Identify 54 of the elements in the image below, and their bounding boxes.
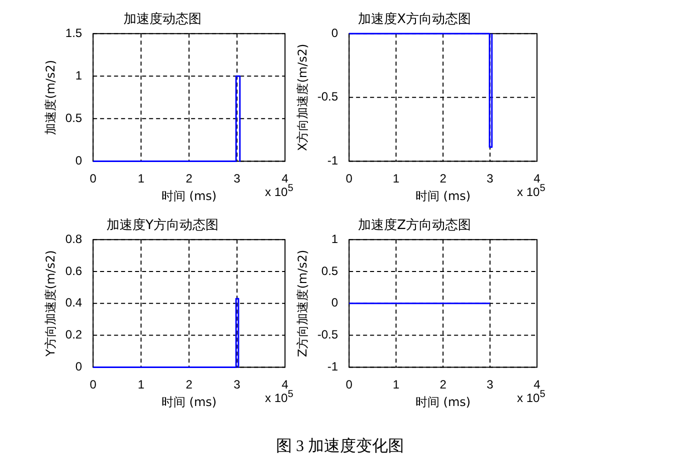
y-axis-title: Z方向加速度(m/s2) [295,250,310,357]
y-tick-label: 0 [331,26,338,40]
x-axis-title: 时间 (ms) [415,394,471,409]
y-tick-label: -1 [327,360,338,374]
chart-title: 加速度X方向动态图 [358,11,471,28]
x-tick-label: 1 [392,378,400,392]
y-tick-label: 0.4 [65,296,82,310]
y-tick-label: 0.5 [321,264,338,278]
x-tick-label: 4 [282,378,289,392]
y-tick-label: 0 [331,296,338,310]
y-tick-label: 0.8 [65,232,82,246]
y-tick-label: 0.6 [65,264,82,278]
y-axis-title: 加速度(m/s2) [43,60,58,135]
x-tick-label: 3 [234,172,241,186]
y-tick-label: -1 [327,154,338,168]
caption: 图 3 加速度变化图 [275,436,405,457]
y-tick-label: 1 [331,232,338,246]
chart-title: 加速度Y方向动态图 [106,217,218,234]
x-tick-label: 2 [186,378,193,392]
x-axis-title: 时间 (ms) [161,394,217,409]
y-tick-label: -0.5 [317,328,338,342]
text: x 10$^{5}$ [265,389,294,406]
x-tick-label: 2 [186,172,193,186]
x-tick-label: 1 [392,172,400,186]
y-tick-label: -0.5 [317,90,338,104]
text: x 10$^{5}$ [517,183,546,200]
x-tick-label: 3 [486,172,494,186]
x-tick-label: 4 [282,172,289,186]
y-tick-label: 0 [75,360,82,374]
y-tick-label: 0 [75,154,82,168]
x-tick-label: 3 [486,378,494,392]
text: x 10$^{5}$ [517,389,546,406]
y-tick-label: 1.5 [65,26,82,40]
x-tick-label: 3 [234,378,241,392]
x-tick-label: 1 [138,378,145,392]
x-tick-label: 0 [90,378,97,392]
x-axis-title: 时间 (ms) [161,188,217,203]
x-tick-label: 0 [346,172,353,186]
x-tick-label: 2 [440,378,447,392]
y-axis-title: X方向加速度(m/s2) [295,44,310,151]
y-tick-label: 1 [75,68,82,82]
y-axis-title: Y方向加速度(m/s2) [43,250,58,358]
x-tick-label: 2 [440,172,447,186]
y-tick-label: 0.2 [65,328,82,342]
x-tick-label: 0 [346,378,353,392]
text: x 10$^{5}$ [265,183,294,200]
chart-title: 加速度动态图 [124,11,202,28]
x-tick-label: 0 [90,172,97,186]
x-axis-title: 时间 (ms) [415,188,471,203]
y-tick-label: 0.5 [65,110,82,125]
chart-title: 加速度Z方向动态图 [358,217,471,234]
x-tick-label: 4 [534,378,541,392]
x-tick-label: 1 [138,172,145,186]
x-tick-label: 4 [534,172,541,186]
